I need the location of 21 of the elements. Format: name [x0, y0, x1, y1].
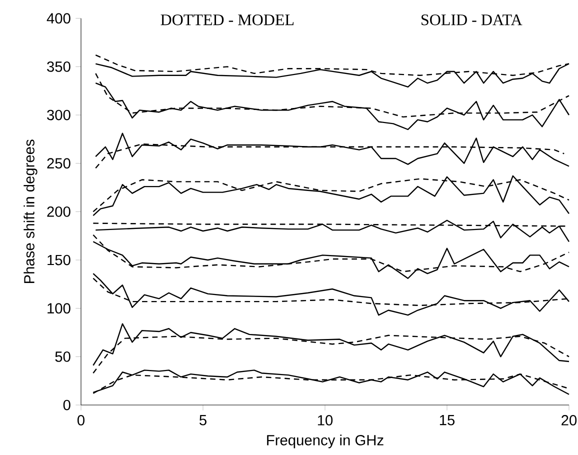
- x-axis-title: Frequency in GHz: [267, 434, 384, 448]
- y-axis-title: Phase shift in degrees: [24, 140, 38, 284]
- x-tick-label: 20: [562, 415, 577, 426]
- line-series: [92, 272, 570, 316]
- y-tick-label: 300: [47, 110, 70, 120]
- y-tick-label: 350: [47, 61, 70, 72]
- y-tick-label: 250: [47, 158, 70, 169]
- y-tick-label: 100: [48, 303, 70, 314]
- annotation: DOTTED - MODEL: [160, 14, 294, 26]
- y-tick-label: 150: [48, 254, 70, 266]
- y-tick-label: 400: [46, 13, 70, 24]
- y-tick-label: 0: [63, 400, 70, 410]
- x-tick-label: 0: [77, 415, 84, 426]
- x-tick-label: 10: [318, 415, 333, 426]
- x-tick-label: 5: [200, 415, 206, 426]
- y-tick-label: 200: [47, 206, 70, 217]
- x-tick-label: 15: [440, 415, 455, 426]
- y-tick-label: 50: [55, 351, 70, 362]
- line-series: [95, 132, 570, 167]
- line-series: [95, 220, 570, 242]
- annotation: SOLID - DATA: [422, 14, 522, 26]
